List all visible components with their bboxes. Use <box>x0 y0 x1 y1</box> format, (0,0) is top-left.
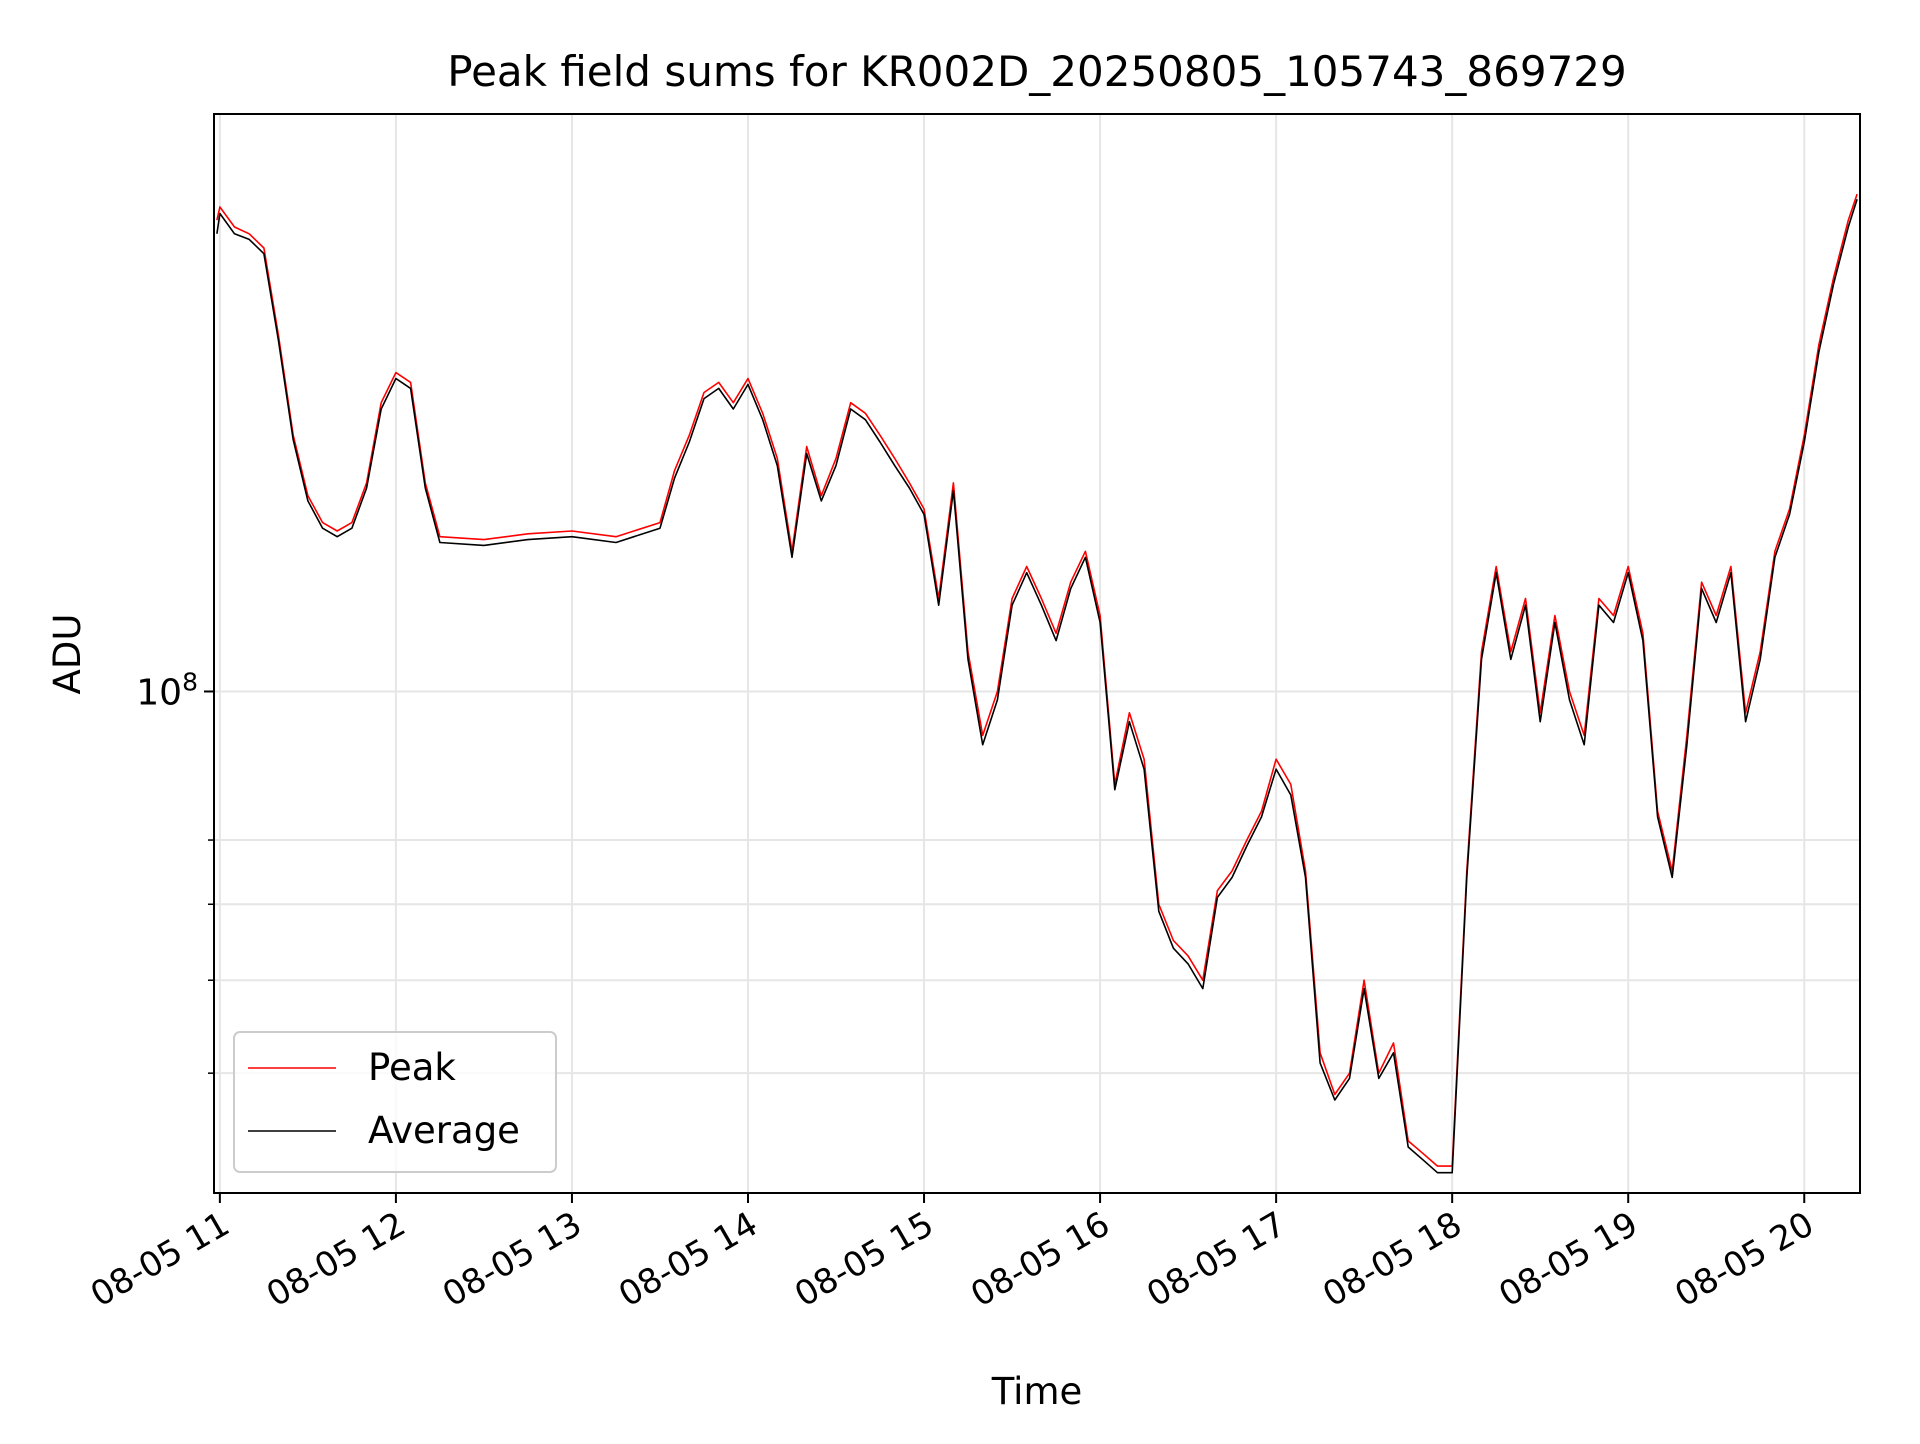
gridlines <box>214 114 1860 1193</box>
y-axis-label: ADU <box>46 614 89 695</box>
legend-frame <box>233 1031 557 1173</box>
legend-label-average: Average <box>368 1109 520 1152</box>
plot-frame <box>213 113 1861 1194</box>
chart-title: Peak field sums for KR002D_20250805_1057… <box>447 47 1626 96</box>
y-axis-ticks: 108 <box>136 667 214 1074</box>
y-tick-label: 108 <box>136 667 198 713</box>
legend-label-peak: Peak <box>368 1046 456 1089</box>
series-lines <box>216 193 1858 1174</box>
x-axis-label: Time <box>991 1370 1083 1413</box>
series-line-average <box>216 198 1858 1174</box>
legend: Peak Average <box>233 1031 557 1173</box>
